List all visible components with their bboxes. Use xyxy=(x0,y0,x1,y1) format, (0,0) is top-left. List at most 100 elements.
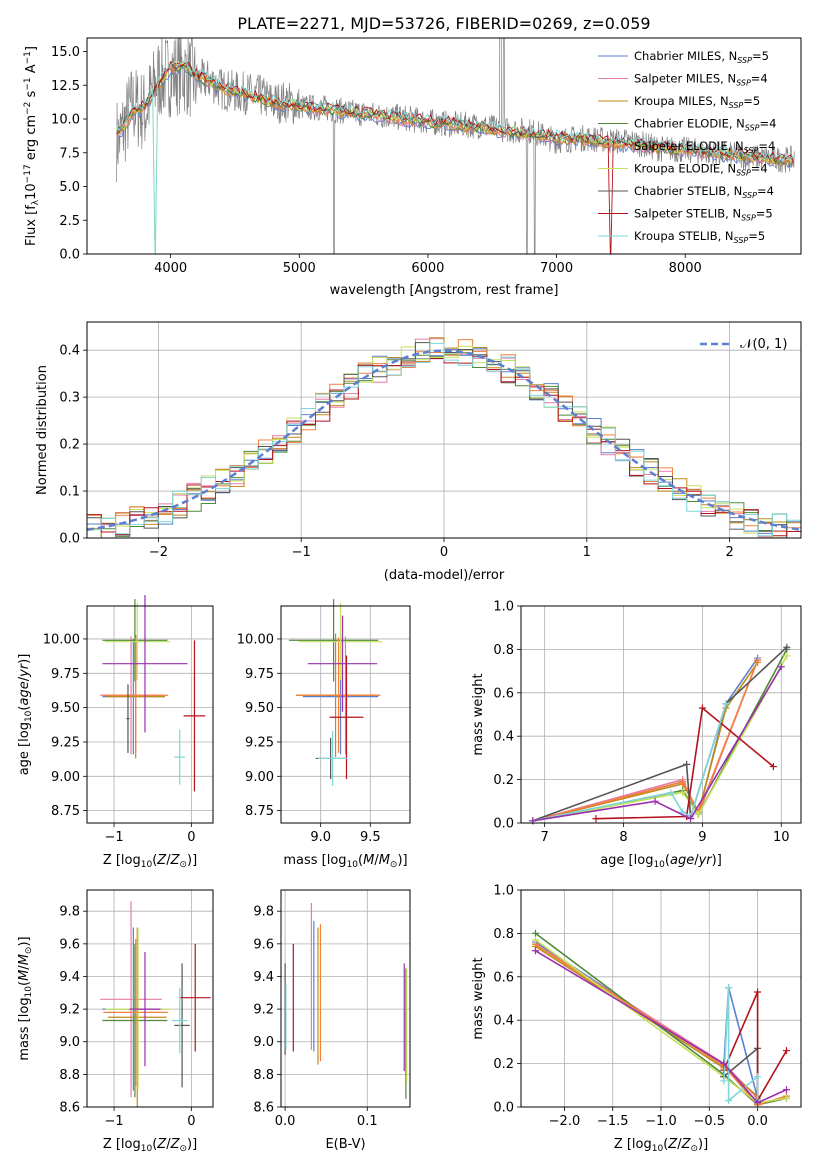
mass-weight-line xyxy=(723,991,788,1104)
x-tick-label: 9.5 xyxy=(360,830,381,845)
x-tick-label: −0.5 xyxy=(693,1114,725,1129)
residual-histogram xyxy=(87,342,801,538)
mass-weight-marker xyxy=(694,810,702,818)
label-part: −1 xyxy=(23,77,33,90)
x-tick-label: −1.5 xyxy=(597,1114,629,1129)
legend-normal-label: 𝒩(0, 1) xyxy=(740,337,787,352)
y-axis-label: mass weight xyxy=(471,673,486,755)
y-tick-label: 15.0 xyxy=(51,45,80,60)
y-tick-label: 9.25 xyxy=(51,735,80,750)
y-tick-label: 0.4 xyxy=(493,730,514,745)
mass-weight-marker xyxy=(754,656,762,664)
label-part: / xyxy=(166,1137,171,1152)
label-part: / xyxy=(694,853,699,868)
legend-model-name: Salpeter ELODIE, N xyxy=(634,139,744,153)
x-tick-label: −1 xyxy=(104,830,123,845)
x-axis-label: age [log10(age/yr)] xyxy=(600,853,722,870)
x-tick-label: 0 xyxy=(187,830,195,845)
y-tick-label: 0.0 xyxy=(59,532,80,547)
x-tick-label: −1 xyxy=(292,545,311,560)
label-part: / xyxy=(677,1137,682,1152)
label-part: / xyxy=(166,853,171,868)
model-spectrum-line xyxy=(116,60,794,164)
label-part: Z xyxy=(170,853,181,868)
label-part: / xyxy=(17,676,32,681)
y-tick-label: 1.0 xyxy=(493,600,514,615)
legend-entry: Kroupa MILES, NSSP=5 xyxy=(634,94,760,110)
plot-frame xyxy=(520,889,802,1108)
legend-entry: Salpeter STELIB, NSSP=5 xyxy=(634,207,773,223)
y-tick-label: 0.8 xyxy=(493,927,514,942)
y-axis-label: mass weight xyxy=(471,957,486,1039)
legend-ssp-count: =5 xyxy=(743,94,760,108)
label-part: 10 xyxy=(141,860,153,870)
y-tick-label: 9.2 xyxy=(253,1003,274,1018)
x-axis-label: Z [log10(Z/Z⊙)] xyxy=(103,1137,197,1154)
x-tick-label: 5000 xyxy=(283,261,316,276)
x-tick-label: −1.0 xyxy=(645,1114,677,1129)
legend-ssp-count: =4 xyxy=(757,184,774,198)
legend-ssp-count: =5 xyxy=(748,229,765,243)
x-tick-label: 1 xyxy=(583,545,591,560)
legend-model-name: Kroupa ELODIE, N xyxy=(634,162,736,176)
y-tick-label: 0.0 xyxy=(59,248,80,263)
label-part: age [log xyxy=(600,853,653,868)
spectrum-panel: 4000 5000 6000 7000 8000 0.0 2.5 5.0 7.5 10.0 12.5… xyxy=(23,37,802,298)
label-part: ( xyxy=(17,981,32,986)
label-part: ( xyxy=(663,1137,668,1152)
x-tick-label: 7 xyxy=(541,830,549,845)
model-spectrum-line xyxy=(116,64,794,166)
label-part: 10 xyxy=(24,183,39,200)
x-tick-label: 0.0 xyxy=(747,1114,768,1129)
plot-frame xyxy=(86,605,214,824)
y-tick-label: 10.0 xyxy=(51,113,80,128)
data-spectrum-line xyxy=(116,38,795,254)
legend-ssp-count: =4 xyxy=(760,117,777,131)
x-tick-label: 0.0 xyxy=(275,1114,296,1129)
label-part: Z xyxy=(170,1137,181,1152)
legend-ssp-count: =4 xyxy=(751,162,768,176)
legend-ssp-subscript: SSP xyxy=(741,214,756,223)
y-tick-label: 7.5 xyxy=(59,146,80,161)
label-part: / xyxy=(374,853,379,868)
mass-weight-marker xyxy=(683,760,691,768)
model-spectrum-line xyxy=(116,61,794,164)
y-tick-label: 0.2 xyxy=(493,773,514,788)
legend-model-name: Kroupa STELIB, N xyxy=(634,229,734,243)
mass-weight-marker xyxy=(754,988,762,996)
x-axis-label: mass [log10(M/M⊙)] xyxy=(283,853,407,870)
y-tick-label: 1.0 xyxy=(493,884,514,899)
mass-weight-marker xyxy=(754,1099,762,1107)
x-tick-label: 8 xyxy=(619,830,627,845)
legend-entry: Salpeter MILES, NSSP=4 xyxy=(634,72,768,88)
label-part: A xyxy=(24,64,39,77)
y-axis-label: age [log10(age/yr)] xyxy=(17,654,34,776)
y-tick-label: 8.75 xyxy=(245,804,274,819)
mass-weight-line xyxy=(532,660,759,822)
label-part: M xyxy=(379,853,390,868)
label-part: ( xyxy=(17,706,32,711)
mass-weight-marker xyxy=(531,929,539,937)
x-tick-label: 9 xyxy=(698,830,706,845)
label-part: / xyxy=(17,965,32,970)
mass-weight-marker xyxy=(783,1086,791,1094)
label-part: mass [log xyxy=(17,997,32,1060)
label-part: λ xyxy=(31,199,41,205)
y-tick-label: 0.6 xyxy=(493,970,514,985)
y-tick-label: 9.4 xyxy=(253,970,274,985)
legend-ssp-subscript: SSP xyxy=(734,236,749,245)
y-tick-label: 9.50 xyxy=(245,701,274,716)
label-part: ( xyxy=(152,853,157,868)
model-spectrum-line xyxy=(116,61,794,254)
legend-model-name: Salpeter STELIB, N xyxy=(634,207,741,221)
mass-weight-marker xyxy=(754,1073,762,1081)
mass-weight-marker xyxy=(592,815,600,823)
y-tick-label: 9.75 xyxy=(245,667,274,682)
mass-weight-marker xyxy=(720,1060,728,1068)
label-part: ⊙ xyxy=(24,947,34,955)
y-tick-label: 0.1 xyxy=(59,485,80,500)
label-part: Z [log xyxy=(103,853,141,868)
